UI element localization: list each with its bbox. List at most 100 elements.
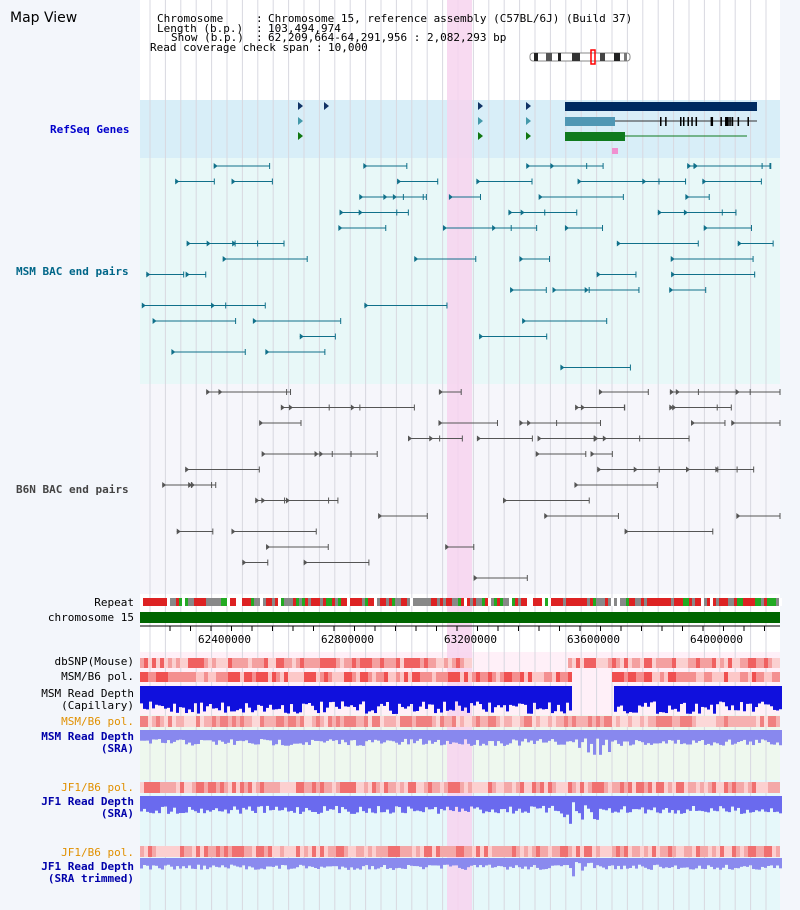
track-label-b6n-bac[interactable]: B6N BAC end pairs [16,483,129,496]
read-depth-bar [569,796,572,824]
polymorphism-cell [388,782,392,793]
read-depth-bar [218,858,221,868]
polymorphism-cell [656,672,660,682]
repeat-cell [638,598,641,606]
read-depth-bar [260,730,263,740]
read-depth-bar [395,858,398,869]
msm-bac-pair-end [703,225,708,231]
polymorphism-cell [776,716,780,727]
repeat-cell [719,598,722,606]
read-depth-bar [455,686,458,702]
polymorphism-cell [488,782,492,793]
polymorphism-cell [188,672,192,682]
read-depth-bar [755,858,758,870]
polymorphism-cell [640,716,644,727]
header-show-key: Show (b.p.) [171,31,244,44]
polymorphism-cell [676,846,680,857]
read-depth-bar [764,858,767,868]
read-depth-bar [641,686,644,707]
polymorphism-cell [616,782,620,793]
polymorphism-cell [264,716,268,727]
read-depth-bar [197,796,200,813]
polymorphism-cell [292,658,296,668]
read-depth-bar [710,730,713,746]
polymorphism-cell [472,782,476,793]
read-depth-bar [779,858,782,869]
polymorphism-cell [768,672,772,682]
read-depth-bar [176,686,179,713]
read-depth-bar [485,730,488,746]
read-depth-bar [344,730,347,743]
read-depth-bar [368,686,371,712]
polymorphism-cell [388,672,392,682]
read-depth-bar [317,686,320,714]
track-label-msm-bac[interactable]: MSM BAC end pairs [16,265,129,278]
polymorphism-cell [708,658,712,668]
polymorphism-cell [484,846,488,857]
polymorphism-cell [572,782,576,793]
polymorphism-cell [668,658,672,668]
polymorphism-cell [368,782,372,793]
polymorphism-cell [304,846,308,857]
read-depth-bar [341,730,344,740]
read-depth-bar [548,858,551,869]
read-depth-bar [770,730,773,745]
polymorphism-cell [292,672,296,682]
read-depth-bar [401,686,404,708]
read-depth-bar [500,796,503,810]
read-depth-bar [503,686,506,706]
polymorphism-cell [384,846,388,857]
polymorphism-cell [732,658,736,668]
polymorphism-cell [640,846,644,857]
polymorphism-cell [708,782,712,793]
read-depth-bar [215,796,218,809]
repeat-cell [155,598,158,606]
repeat-cell [461,598,464,606]
polymorphism-cell [400,658,404,668]
read-depth-bar [257,796,260,807]
msm-bac-pair-end [657,209,662,216]
polymorphism-cell [416,658,420,668]
read-depth-bar [755,796,758,811]
repeat-cell [152,598,155,606]
msm-bac-pair-end [476,178,481,185]
repeat-cell [206,598,209,606]
repeat-cell [704,598,707,606]
b6n-bac-pair-end [303,559,308,566]
read-depth-bar [686,858,689,868]
read-depth-bar [386,858,389,869]
read-depth-bar [707,858,710,866]
track-label-dbsnp: dbSNP(Mouse) [54,655,134,668]
polymorphism-cell [288,782,292,793]
read-depth-bar [692,858,695,870]
repeat-cell [623,598,626,606]
polymorphism-cell [648,716,652,727]
polymorphism-cell [584,658,588,668]
repeat-cell [578,598,581,606]
read-depth-bar [374,858,377,870]
msm-bac-pair-end [596,271,601,278]
read-depth-bar [707,796,710,813]
polymorphism-cell [268,658,272,668]
read-depth-bar [305,796,308,808]
polymorphism-cell [412,658,416,668]
polymorphism-cell [724,672,728,682]
read-depth-bar [269,730,272,741]
read-depth-bar [776,858,779,866]
polymorphism-cell [556,782,560,793]
msm-bac-pair-end [685,194,690,200]
read-depth-bar [296,730,299,744]
polymorphism-cell [504,782,508,793]
polymorphism-cell [192,716,196,727]
polymorphism-cell [332,658,336,668]
track-label-refseq[interactable]: RefSeq Genes [50,123,130,136]
read-depth-bar [215,858,218,867]
read-depth-bar [614,730,617,741]
read-depth-bar [650,730,653,745]
read-depth-bar [497,796,500,814]
polymorphism-cell [420,672,424,682]
read-depth-bar [440,730,443,746]
polymorphism-cell [652,658,656,668]
b6n-bac-pair-end [408,435,413,442]
